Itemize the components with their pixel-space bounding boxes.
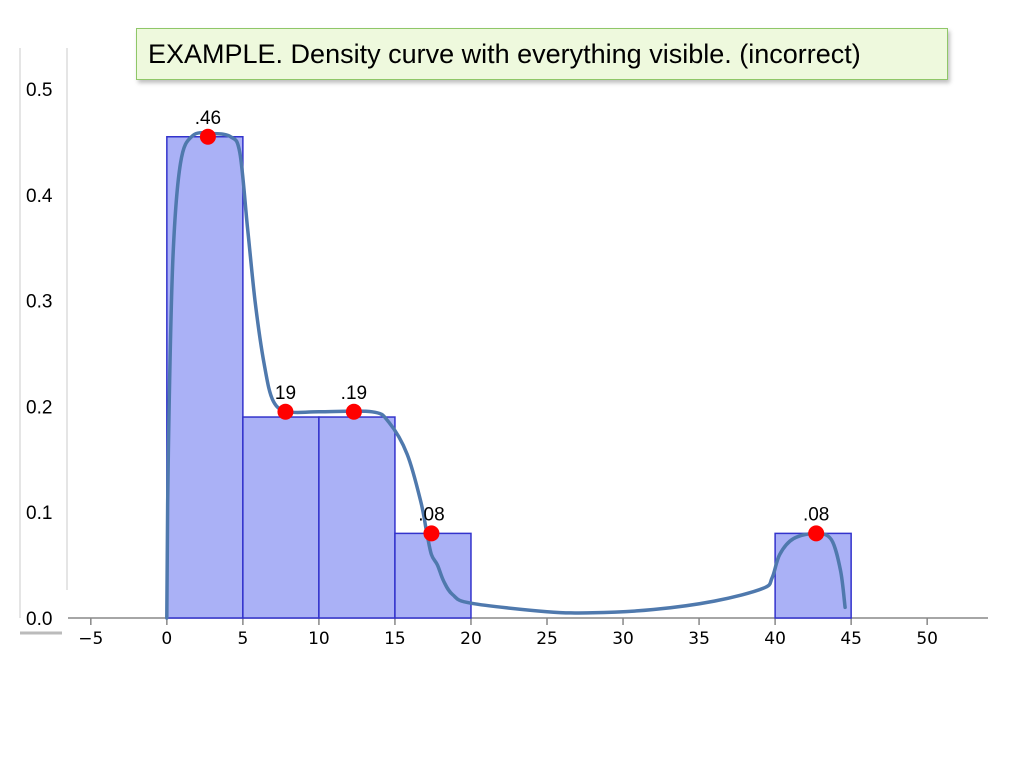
y-tick-label: 0.2 (26, 397, 52, 418)
x-tick-label: −5 (78, 629, 103, 649)
chart-title: EXAMPLE. Density curve with everything v… (136, 28, 948, 80)
y-tick-label: 0.4 (26, 186, 53, 207)
x-tick-label: 15 (384, 629, 406, 649)
point-value-label: .08 (803, 504, 829, 525)
y-tick-label: 0.3 (26, 292, 52, 313)
histogram-bar (774, 532, 852, 619)
histogram-bar (394, 532, 472, 619)
x-tick-label: 30 (612, 629, 634, 649)
y-axis-ticks: 0.0 0.1 0.2 0.3 0.4 0.5 (26, 80, 53, 630)
y-tick-label: 0.0 (26, 609, 52, 630)
density-point (277, 403, 294, 420)
histogram-bar (242, 416, 320, 619)
x-tick-label: 0 (161, 629, 172, 649)
y-tick-label: 0.1 (26, 503, 52, 524)
x-tick-label: 5 (237, 629, 248, 649)
x-tick-label: 10 (308, 629, 330, 649)
y-tick-label: 0.5 (26, 80, 52, 101)
x-tick-label: 45 (840, 629, 862, 649)
point-labels: .46 19 .19 .08 .08 (195, 108, 830, 526)
point-value-label: .08 (418, 504, 444, 525)
point-value-label: .46 (195, 108, 221, 129)
density-point (423, 525, 440, 542)
x-axis-ticks: −5 0 5 10 15 20 25 30 35 40 45 50 (78, 618, 938, 649)
point-value-label: .19 (341, 383, 367, 404)
x-tick-label: 50 (916, 629, 938, 649)
x-tick-label: 25 (536, 629, 558, 649)
histogram-bar (318, 416, 396, 619)
x-tick-label: 20 (460, 629, 482, 649)
x-tick-label: 40 (764, 629, 786, 649)
point-value-label: 19 (275, 383, 296, 404)
density-point (808, 525, 825, 542)
x-tick-label: 35 (688, 629, 710, 649)
density-point (199, 128, 216, 145)
y-axis-decoration (19, 48, 68, 635)
density-points (199, 128, 825, 542)
histogram-bars (166, 136, 852, 619)
density-point (345, 403, 362, 420)
histogram-bar (166, 136, 244, 619)
